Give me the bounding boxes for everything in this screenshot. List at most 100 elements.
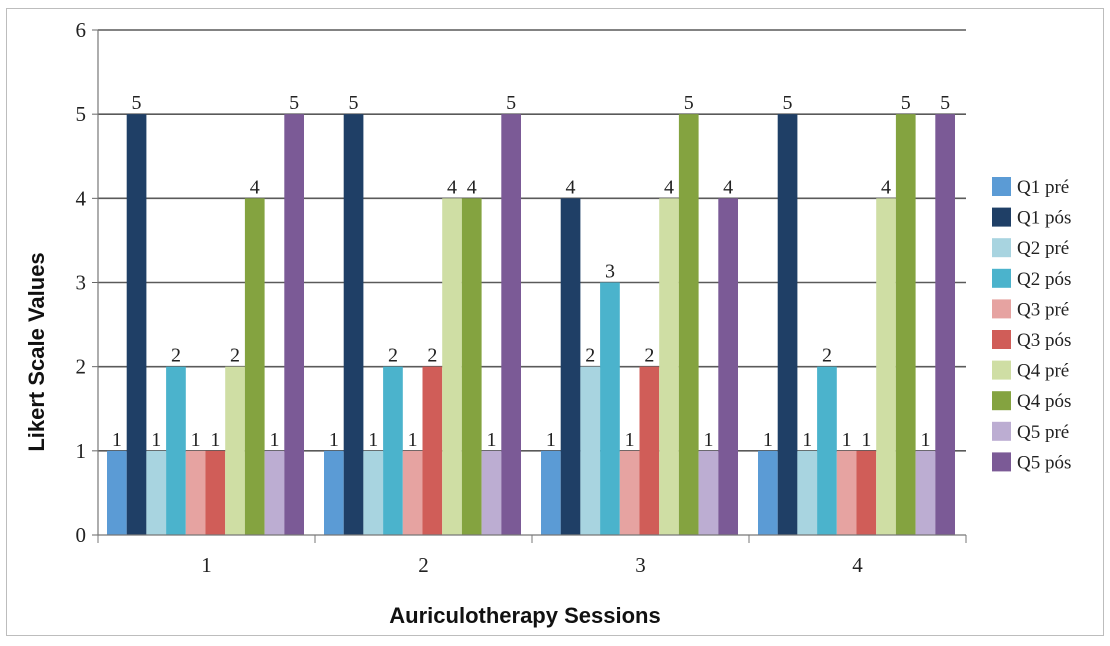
data-label: 4 bbox=[447, 176, 457, 198]
bar bbox=[580, 367, 600, 535]
data-label: 1 bbox=[920, 429, 930, 451]
legend-label: Q2 pós bbox=[1017, 269, 1071, 290]
bar bbox=[363, 451, 383, 535]
data-label: 1 bbox=[112, 429, 122, 451]
legend-swatch bbox=[992, 177, 1011, 196]
data-label: 1 bbox=[625, 429, 635, 451]
data-label: 4 bbox=[250, 176, 260, 198]
data-label: 4 bbox=[881, 176, 891, 198]
y-tick-label: 2 bbox=[76, 355, 87, 379]
y-tick-label: 3 bbox=[76, 271, 87, 295]
legend-label: Q1 pós bbox=[1017, 208, 1071, 229]
bar bbox=[324, 451, 344, 535]
bar bbox=[561, 198, 581, 535]
legend: Q1 pré Q1 pós Q2 pré Q2 pós Q3 pré Q3 pós Q4 p… bbox=[992, 177, 1071, 473]
bar bbox=[442, 198, 462, 535]
data-label: 1 bbox=[329, 429, 339, 451]
bar bbox=[916, 451, 936, 535]
bar bbox=[837, 451, 857, 535]
bar bbox=[265, 451, 285, 535]
data-label: 2 bbox=[230, 345, 240, 367]
data-label: 1 bbox=[191, 429, 201, 451]
bar bbox=[245, 198, 265, 535]
data-label: 2 bbox=[427, 345, 437, 367]
legend-label: Q3 pré bbox=[1017, 299, 1069, 320]
data-label: 5 bbox=[349, 92, 359, 114]
legend-label: Q5 pré bbox=[1017, 422, 1069, 443]
data-label: 1 bbox=[368, 429, 378, 451]
x-tick-label: 2 bbox=[418, 553, 429, 577]
data-label: 1 bbox=[763, 429, 773, 451]
legend-swatch bbox=[992, 238, 1011, 257]
legend-swatch bbox=[992, 330, 1011, 349]
legend-swatch bbox=[992, 299, 1011, 318]
bar bbox=[620, 451, 640, 535]
x-axis-title: Auriculotherapy Sessions bbox=[389, 603, 660, 628]
legend-swatch bbox=[992, 208, 1011, 227]
legend-label: Q1 pré bbox=[1017, 177, 1069, 198]
data-label: 4 bbox=[664, 176, 674, 198]
legend-label: Q2 pré bbox=[1017, 238, 1069, 259]
bar bbox=[679, 114, 699, 535]
legend-swatch bbox=[992, 361, 1011, 380]
bar bbox=[482, 451, 502, 535]
bar bbox=[166, 367, 186, 535]
y-tick-label: 6 bbox=[76, 18, 87, 42]
data-label: 5 bbox=[684, 92, 694, 114]
bar bbox=[462, 198, 482, 535]
bar bbox=[600, 283, 620, 536]
data-label: 1 bbox=[546, 429, 556, 451]
bar bbox=[935, 114, 955, 535]
data-label: 2 bbox=[644, 345, 654, 367]
bar bbox=[423, 367, 443, 535]
data-label: 2 bbox=[171, 345, 181, 367]
bar bbox=[541, 451, 561, 535]
bar bbox=[817, 367, 837, 535]
data-label: 4 bbox=[566, 176, 576, 198]
legend-label: Q4 pós bbox=[1017, 391, 1071, 412]
bar bbox=[758, 451, 778, 535]
bar bbox=[501, 114, 521, 535]
bar bbox=[699, 451, 719, 535]
data-label: 1 bbox=[486, 429, 496, 451]
data-label: 5 bbox=[940, 92, 950, 114]
bar bbox=[127, 114, 147, 535]
data-label: 5 bbox=[132, 92, 142, 114]
y-tick-label: 4 bbox=[76, 186, 87, 210]
bar bbox=[146, 451, 166, 535]
data-label: 1 bbox=[861, 429, 871, 451]
data-label: 1 bbox=[210, 429, 220, 451]
data-label: 4 bbox=[467, 176, 477, 198]
bar bbox=[344, 114, 364, 535]
bar bbox=[876, 198, 896, 535]
legend-swatch bbox=[992, 269, 1011, 288]
bar bbox=[403, 451, 423, 535]
legend-label: Q3 pós bbox=[1017, 330, 1071, 351]
legend-swatch bbox=[992, 391, 1011, 410]
y-tick-label: 5 bbox=[76, 102, 87, 126]
data-label: 5 bbox=[289, 92, 299, 114]
x-tick-label: 1 bbox=[201, 553, 212, 577]
bar bbox=[857, 451, 877, 535]
bar bbox=[284, 114, 304, 535]
bar bbox=[225, 367, 245, 535]
bar bbox=[186, 451, 206, 535]
data-label: 2 bbox=[585, 345, 595, 367]
bar bbox=[383, 367, 403, 535]
data-label: 5 bbox=[901, 92, 911, 114]
data-label: 1 bbox=[842, 429, 852, 451]
data-label: 2 bbox=[822, 345, 832, 367]
bar bbox=[206, 451, 226, 535]
data-label: 1 bbox=[151, 429, 161, 451]
legend-swatch bbox=[992, 422, 1011, 441]
bars bbox=[107, 114, 955, 535]
bar bbox=[896, 114, 916, 535]
legend-swatch bbox=[992, 452, 1011, 471]
x-tick-label: 4 bbox=[852, 553, 863, 577]
x-tick-label: 3 bbox=[635, 553, 646, 577]
bar bbox=[797, 451, 817, 535]
y-tick-label: 1 bbox=[76, 439, 87, 463]
legend-label: Q4 pré bbox=[1017, 361, 1069, 382]
bar bbox=[640, 367, 660, 535]
